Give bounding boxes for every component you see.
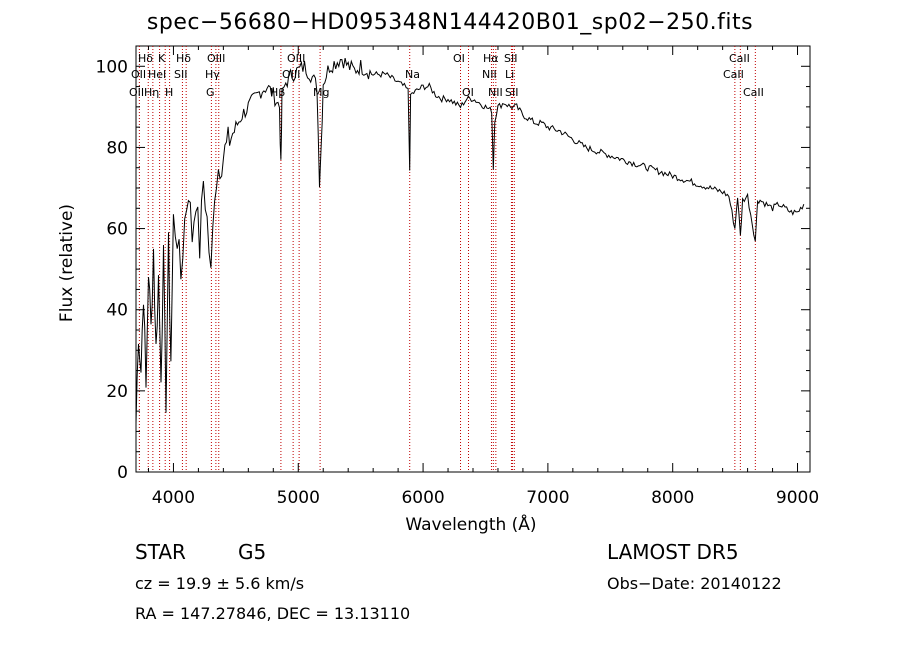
spectrum-series bbox=[135, 57, 805, 424]
line-label: OIII bbox=[287, 52, 305, 65]
line-label: SII bbox=[504, 52, 517, 65]
coordinates: RA = 147.27846, DEC = 13.13110 bbox=[135, 604, 411, 623]
line-label: CaII bbox=[743, 86, 764, 99]
x-axis-label: Wavelength (Å) bbox=[405, 513, 536, 535]
y-axis-label: Flux (relative) bbox=[57, 204, 77, 322]
line-label: HeI bbox=[148, 68, 166, 81]
x-tick-label: 7000 bbox=[526, 488, 569, 508]
survey-name: LAMOST DR5 bbox=[607, 540, 739, 564]
y-tick-label: 0 bbox=[117, 463, 128, 483]
line-label: Mg bbox=[313, 86, 329, 99]
line-label: G bbox=[206, 86, 215, 99]
x-tick-label: 9000 bbox=[776, 488, 819, 508]
line-label: SII bbox=[174, 68, 187, 81]
y-tick-label: 20 bbox=[106, 382, 128, 402]
y-tick-label: 100 bbox=[96, 57, 128, 77]
x-tick-label: 5000 bbox=[277, 488, 320, 508]
line-label: Hη bbox=[144, 86, 159, 99]
line-label: Li bbox=[505, 68, 514, 81]
line-label: SII bbox=[505, 86, 518, 99]
redshift-velocity: cz = 19.9 ± 5.6 km/s bbox=[135, 574, 305, 593]
y-axis: 0 20 40 60 80 100 bbox=[96, 57, 810, 483]
x-tick-label: 6000 bbox=[401, 488, 444, 508]
line-label: OII bbox=[129, 86, 144, 99]
line-label: Hδ bbox=[176, 52, 191, 65]
object-class: STAR bbox=[135, 540, 186, 564]
line-label: OI bbox=[462, 86, 474, 99]
line-label: Hδ bbox=[138, 52, 153, 65]
line-label: CaII bbox=[723, 68, 744, 81]
line-label: H bbox=[165, 86, 173, 99]
x-tick-label: 4000 bbox=[152, 488, 195, 508]
line-label: Hγ bbox=[205, 68, 220, 81]
y-tick-label: 80 bbox=[106, 138, 128, 158]
line-label: CaII bbox=[729, 52, 750, 65]
line-label: OII bbox=[131, 68, 146, 81]
chart-title: spec−56680−HD095348N144420B01_sp02−250.f… bbox=[146, 10, 754, 35]
line-label: Hα bbox=[483, 52, 499, 65]
y-tick-label: 40 bbox=[106, 301, 128, 321]
x-axis: 4000 5000 6000 7000 8000 9000 bbox=[147, 46, 819, 508]
spectral-line-markers bbox=[138, 46, 756, 472]
plot-frame bbox=[135, 45, 811, 473]
line-label: NII bbox=[482, 68, 497, 81]
y-tick-label: 60 bbox=[106, 220, 128, 240]
line-label: OI bbox=[453, 52, 465, 65]
line-label: Na bbox=[405, 68, 420, 81]
object-subclass: G5 bbox=[238, 540, 267, 564]
observation-date: Obs−Date: 20140122 bbox=[607, 574, 782, 593]
line-label: K bbox=[158, 52, 166, 65]
x-tick-label: 8000 bbox=[651, 488, 694, 508]
spectrum-line bbox=[135, 57, 805, 424]
line-label: NII bbox=[488, 86, 503, 99]
line-label: OIII bbox=[207, 52, 225, 65]
